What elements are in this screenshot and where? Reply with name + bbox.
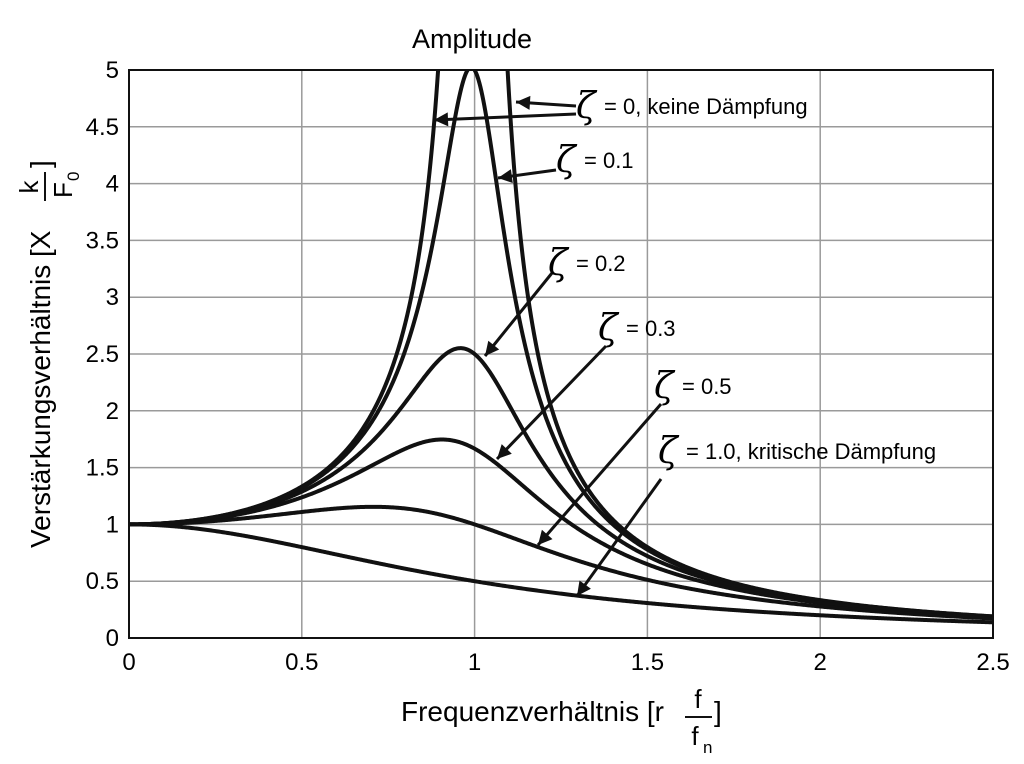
x-axis-ticks: 0 0.5 1 1.5 2 2.5 <box>122 649 1009 676</box>
annotation-zeta-symbol: ζ <box>658 431 680 472</box>
y-tick-label: 3.5 <box>86 227 119 254</box>
annotation-label: = 0.2 <box>576 251 626 276</box>
annotation-arrow-line <box>575 478 663 597</box>
x-tick-label: 0.5 <box>285 649 318 676</box>
annotation-arrow-line <box>495 344 608 461</box>
x-axis-label-num: f <box>694 684 702 714</box>
curve-zeta-0-3 <box>129 437 993 620</box>
x-axis-label-den-sub: n <box>703 738 712 757</box>
x-axis-label: Frequenzverhältnis [r f f n ] <box>401 684 722 757</box>
x-axis-label-close: ] <box>714 696 722 727</box>
y-axis-label: Verstärkungsverhältnis [X k F 0 ] <box>14 160 83 548</box>
annotation-zeta-symbol: ζ <box>654 366 676 407</box>
y-tick-label: 0 <box>106 625 119 652</box>
y-tick-label: 5 <box>106 57 119 84</box>
y-axis-label-num: k <box>14 180 44 194</box>
curve-zeta-0-2 <box>129 346 993 619</box>
annotation-zeta-symbol: ζ <box>598 308 620 349</box>
curve-zeta-0-5 <box>129 504 993 621</box>
annotation-arrowhead <box>577 580 591 596</box>
y-tick-label: 1.5 <box>86 455 119 482</box>
y-tick-label: 2 <box>106 398 119 425</box>
annotation-label: = 0.3 <box>626 316 676 341</box>
annotation-label: = 0.1 <box>584 148 634 173</box>
curves <box>129 70 993 625</box>
annotation-arrowhead <box>434 112 449 127</box>
chart-title: Amplitude <box>412 24 532 54</box>
annotation-zeta-symbol: ζ <box>556 140 578 181</box>
y-axis-label-den: F <box>48 182 78 198</box>
curve-zeta-1 <box>129 522 993 625</box>
y-axis-label-close: ] <box>25 160 56 168</box>
x-tick-label: 1 <box>468 649 481 676</box>
plot-frame <box>128 69 994 639</box>
y-axis-label-main: Verstärkungsverhältnis [X <box>25 230 56 548</box>
annotation-arrow-line <box>433 112 577 122</box>
y-tick-label: 4 <box>106 171 119 198</box>
annotation-label: = 1.0, kritische Dämpfung <box>686 439 936 464</box>
annotation-label: = 0.5 <box>682 374 732 399</box>
annotation-arrow-line <box>483 272 554 357</box>
grid <box>129 70 993 638</box>
x-tick-label: 1.5 <box>631 649 664 676</box>
annotation-arrowhead <box>485 340 500 356</box>
x-tick-label: 2 <box>814 649 827 676</box>
annotation-zeta-symbol: ζ <box>576 86 598 127</box>
x-tick-label: 2.5 <box>976 649 1009 676</box>
y-tick-label: 3 <box>106 284 119 311</box>
annotation-arrowhead <box>538 529 553 545</box>
annotation-label: = 0, keine Dämpfung <box>604 94 808 119</box>
x-axis-label-den: f <box>691 721 699 751</box>
y-tick-label: 4.5 <box>86 114 119 141</box>
y-tick-label: 0.5 <box>86 568 119 595</box>
x-axis-label-main: Frequenzverhältnis [r <box>401 696 664 727</box>
annotation-arrowhead <box>498 169 513 183</box>
annotation-arrowhead <box>497 444 512 459</box>
annotation-arrow-line <box>536 403 663 546</box>
y-axis-ticks: 0 0.5 1 1.5 2 2.5 3 3.5 4 4.5 5 <box>86 57 119 652</box>
y-tick-label: 1 <box>106 511 119 538</box>
y-axis-label-den-sub: 0 <box>64 172 83 181</box>
annotation-arrowhead <box>516 95 531 110</box>
x-tick-label: 0 <box>122 649 135 676</box>
annotation-zeta-symbol: ζ <box>548 243 570 284</box>
y-tick-label: 2.5 <box>86 341 119 368</box>
